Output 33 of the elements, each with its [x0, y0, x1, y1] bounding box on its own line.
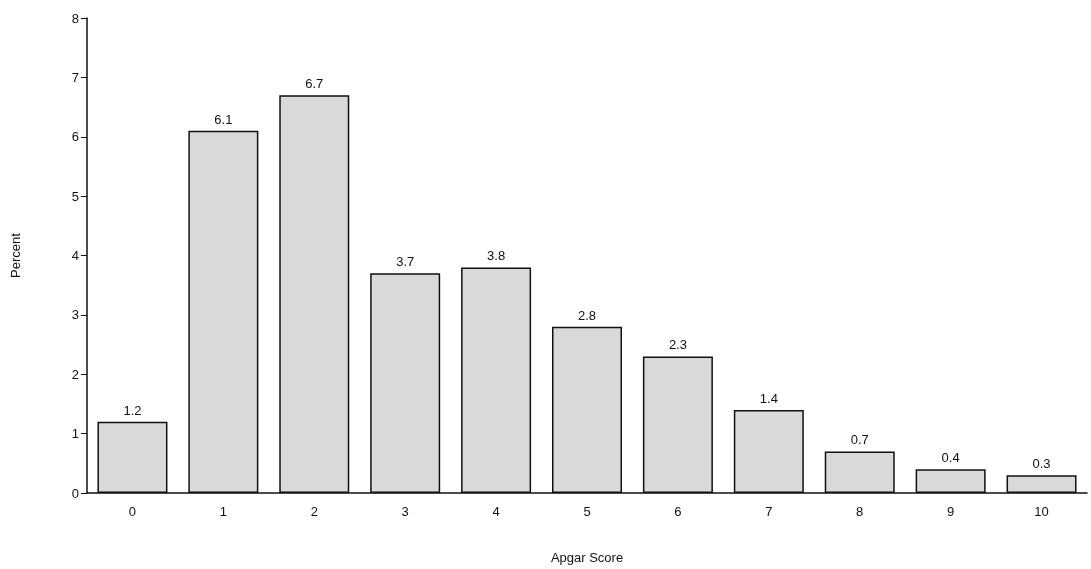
x-tick-label: 8: [856, 504, 864, 519]
x-tick-label: 3: [401, 504, 409, 519]
x-tick-label: 4: [492, 504, 500, 519]
data-label: 3.8: [487, 248, 506, 264]
x-tick-label: 9: [947, 504, 955, 519]
x-tick-label: 2: [310, 504, 318, 519]
data-label: 6.7: [305, 76, 324, 92]
x-tick-label: 1: [219, 504, 227, 519]
x-tick-label: 10: [1034, 504, 1049, 519]
y-tick-label: 4: [71, 248, 79, 263]
x-tick-label: 5: [583, 504, 591, 519]
y-tick-label: 6: [71, 129, 79, 145]
data-label: 1.4: [759, 390, 778, 406]
y-tick-label: 8: [71, 10, 79, 26]
y-tick-label: 7: [71, 69, 79, 85]
y-tick-label: 3: [71, 307, 79, 323]
x-tick-label: 6: [674, 504, 682, 519]
data-label: 6.1: [214, 111, 233, 127]
data-label: 3.7: [396, 254, 415, 270]
y-tick-label: 5: [71, 188, 79, 204]
data-label: 1.2: [123, 402, 142, 418]
data-label: 2.3: [668, 337, 687, 353]
data-label: 0.4: [941, 450, 960, 466]
x-tick-label: 0: [128, 504, 137, 519]
y-tick-label: 2: [71, 366, 79, 382]
data-label: 0.7: [850, 432, 869, 448]
x-axis-title: Apgar Score: [550, 550, 624, 565]
data-label: 0.3: [1032, 456, 1051, 472]
y-axis-title: Percent: [8, 232, 23, 278]
y-tick-label: 1: [71, 426, 79, 442]
x-tick-label: 7: [765, 504, 773, 519]
data-label: 2.8: [577, 307, 597, 323]
y-tick-label: 0: [71, 485, 79, 501]
